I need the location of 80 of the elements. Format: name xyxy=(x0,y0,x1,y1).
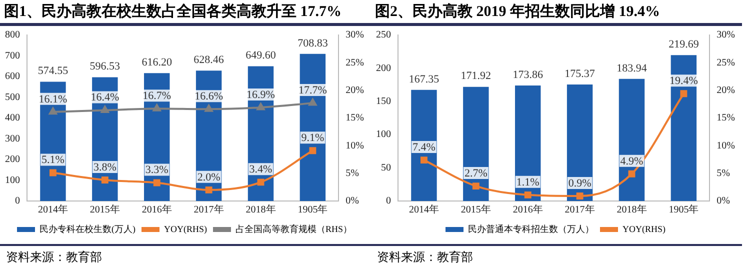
x-tick-label: 2017年 xyxy=(564,204,595,216)
data-label: 16.7% xyxy=(142,90,172,102)
legend-label: 民办专科在校生数(万人) xyxy=(40,224,136,234)
y-tick-label: 300 xyxy=(5,133,20,144)
y2-tick-label: 10% xyxy=(716,140,736,152)
x-tick-label: 2015年 xyxy=(90,204,120,216)
y-tick-label: 150 xyxy=(376,96,391,108)
y2-tick-label: 25% xyxy=(716,57,736,68)
data-label: 3.8% xyxy=(93,161,116,174)
data-label: 2.0% xyxy=(197,171,220,184)
y2-tick-label: 15% xyxy=(716,112,736,124)
data-label: 628.46 xyxy=(194,54,224,66)
y2-tick-label: 20% xyxy=(346,84,364,96)
y-tick-label: 500 xyxy=(5,92,20,103)
data-label: 219.69 xyxy=(668,38,700,51)
data-label: 17.7% xyxy=(298,84,327,96)
y2-tick-label: 0% xyxy=(716,196,730,207)
data-label: 16.9% xyxy=(246,88,275,101)
y-tick-label: 250 xyxy=(376,30,391,41)
x-tick-label: 2017年 xyxy=(194,204,224,216)
y2-tick-label: 30% xyxy=(716,30,736,41)
data-label: 4.9% xyxy=(620,155,644,168)
data-label: 574.55 xyxy=(38,65,69,78)
y-tick-label: 0 xyxy=(386,196,391,207)
legend-label: 民办普通本专科招生数（万人） xyxy=(468,224,594,234)
data-label: 5.1% xyxy=(42,154,64,166)
y-tick-label: 800 xyxy=(5,30,20,41)
data-label: 616.20 xyxy=(142,56,172,69)
text: 资料来源：教育部 xyxy=(0,244,371,269)
data-label: 16.1% xyxy=(38,93,68,106)
data-label: 3.4% xyxy=(249,164,272,176)
x-tick-label: 2016年 xyxy=(142,204,172,216)
chart-title: 图2、民办高教 2019 年招生数同比增 19.4% xyxy=(371,0,742,26)
data-label: 0.9% xyxy=(568,177,592,190)
y-tick-label: 400 xyxy=(5,112,20,124)
data-label: 183.94 xyxy=(616,62,648,74)
data-label: 9.1% xyxy=(301,132,324,144)
y2-tick-label: 30% xyxy=(346,30,364,41)
text: 资料来源：教育部 xyxy=(371,244,742,269)
x-tick-label: 2014年 xyxy=(38,204,68,216)
legend-label: 占全国高等教育规模（RHS） xyxy=(235,224,352,234)
y-tick-label: 100 xyxy=(376,129,391,140)
data-label: 1.1% xyxy=(516,176,540,188)
data-label: 16.6% xyxy=(194,90,224,103)
y2-tick-label: 5% xyxy=(716,168,730,179)
y-tick-label: 100 xyxy=(5,174,20,186)
data-label: 175.37 xyxy=(564,68,596,80)
y2-tick-label: 5% xyxy=(346,168,360,179)
x-tick-label: 1905年 xyxy=(298,204,328,216)
y-tick-label: 0 xyxy=(15,196,20,207)
data-label: 16.4% xyxy=(90,92,120,104)
legend-label: YOY(RHS) xyxy=(622,224,666,234)
y-tick-label: 600 xyxy=(5,71,20,82)
data-label: 3.3% xyxy=(145,164,168,176)
data-label: 7.4% xyxy=(412,141,436,154)
data-label: 596.53 xyxy=(90,60,121,73)
data-label: 649.60 xyxy=(246,50,276,62)
y2-tick-label: 25% xyxy=(346,57,364,68)
y2-tick-label: 0% xyxy=(346,196,360,207)
data-label: 167.35 xyxy=(408,73,440,86)
y2-tick-label: 15% xyxy=(346,112,364,124)
y2-tick-label: 20% xyxy=(716,84,736,96)
data-label: 173.86 xyxy=(512,68,544,81)
data-label: 2.7% xyxy=(464,167,488,180)
x-tick-label: 2018年 xyxy=(616,204,647,216)
y-tick-label: 700 xyxy=(5,50,20,62)
y2-tick-label: 10% xyxy=(346,140,364,152)
data-label: 171.92 xyxy=(460,70,492,82)
y-tick-label: 200 xyxy=(5,154,20,166)
chart-title: 图1、民办高教在校生数占全国各类高教升至 17.7% xyxy=(0,0,371,26)
legend-label: YOY(RHS) xyxy=(164,224,208,234)
x-tick-label: 1905年 xyxy=(668,204,699,216)
y-tick-label: 50 xyxy=(381,162,391,174)
data-label: 708.83 xyxy=(298,37,328,50)
x-tick-label: 2016年 xyxy=(512,204,543,216)
x-tick-label: 2014年 xyxy=(408,204,439,216)
data-label: 19.4% xyxy=(669,75,698,88)
x-tick-label: 2018年 xyxy=(246,204,276,216)
y-tick-label: 200 xyxy=(376,62,391,74)
x-tick-label: 2015年 xyxy=(460,204,491,216)
